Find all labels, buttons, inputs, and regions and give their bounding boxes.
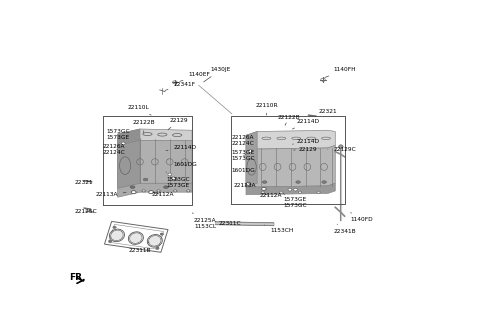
- Text: 1153CH: 1153CH: [264, 225, 294, 233]
- Ellipse shape: [149, 236, 161, 246]
- Ellipse shape: [113, 226, 116, 228]
- Text: 22125A
1153CL: 22125A 1153CL: [192, 213, 216, 229]
- Polygon shape: [216, 222, 274, 226]
- Text: 22125C: 22125C: [75, 209, 97, 214]
- Ellipse shape: [144, 178, 148, 181]
- Text: 1573GC
1573GE: 1573GC 1573GE: [107, 129, 130, 140]
- Ellipse shape: [317, 191, 320, 193]
- Ellipse shape: [261, 191, 264, 193]
- Text: 1140EF: 1140EF: [180, 72, 210, 81]
- Text: 22129: 22129: [168, 118, 188, 130]
- Ellipse shape: [149, 191, 154, 194]
- Ellipse shape: [187, 190, 190, 192]
- Ellipse shape: [156, 247, 159, 249]
- Text: 1573GC
1573GE: 1573GC 1573GE: [166, 172, 190, 188]
- Ellipse shape: [294, 188, 297, 191]
- Polygon shape: [246, 130, 335, 149]
- Ellipse shape: [108, 240, 112, 242]
- Text: 22112A: 22112A: [260, 194, 282, 198]
- Ellipse shape: [249, 150, 252, 153]
- Text: 22311B: 22311B: [129, 242, 151, 253]
- Text: 22126A
22124C: 22126A 22124C: [232, 135, 254, 146]
- Text: 1430JE: 1430JE: [204, 67, 231, 82]
- Polygon shape: [118, 183, 192, 197]
- Text: 22311C: 22311C: [218, 221, 241, 226]
- Text: 1573GE
1573GC: 1573GE 1573GC: [232, 150, 255, 161]
- Polygon shape: [118, 140, 192, 188]
- Text: 22341F: 22341F: [165, 82, 195, 91]
- Ellipse shape: [164, 186, 168, 188]
- Ellipse shape: [160, 233, 164, 235]
- Ellipse shape: [157, 190, 160, 192]
- Text: 22122B: 22122B: [277, 115, 300, 125]
- Text: FR.: FR.: [69, 273, 86, 282]
- Text: 1601DG: 1601DG: [168, 159, 197, 167]
- Ellipse shape: [288, 188, 292, 191]
- Text: 22113A: 22113A: [95, 192, 126, 197]
- Ellipse shape: [130, 233, 142, 243]
- Ellipse shape: [168, 173, 172, 176]
- Text: 22114D: 22114D: [292, 139, 319, 144]
- Ellipse shape: [263, 181, 267, 183]
- Polygon shape: [246, 145, 335, 187]
- Ellipse shape: [142, 190, 145, 192]
- Text: 22129: 22129: [294, 148, 317, 153]
- Text: 22114D: 22114D: [292, 119, 319, 129]
- Text: 22341B: 22341B: [334, 224, 356, 234]
- Ellipse shape: [131, 191, 136, 194]
- Text: 22321: 22321: [75, 179, 94, 185]
- Ellipse shape: [171, 177, 175, 180]
- Polygon shape: [246, 132, 257, 187]
- Polygon shape: [118, 129, 192, 145]
- Text: 22110L: 22110L: [127, 105, 151, 115]
- Ellipse shape: [121, 142, 125, 145]
- Ellipse shape: [111, 230, 123, 241]
- Text: 22122B: 22122B: [132, 120, 155, 133]
- Text: 22126A
22124C: 22126A 22124C: [103, 144, 126, 154]
- Text: 1601DG: 1601DG: [232, 168, 256, 173]
- Polygon shape: [246, 183, 335, 195]
- Ellipse shape: [338, 145, 343, 149]
- Text: 22321: 22321: [315, 109, 337, 116]
- Ellipse shape: [173, 178, 178, 181]
- Text: 22129C: 22129C: [328, 147, 356, 152]
- Ellipse shape: [174, 190, 177, 192]
- Text: 1140FH: 1140FH: [325, 67, 356, 77]
- Ellipse shape: [322, 181, 326, 183]
- Ellipse shape: [262, 187, 266, 190]
- Text: 22110R: 22110R: [255, 103, 278, 115]
- Ellipse shape: [298, 191, 301, 193]
- Ellipse shape: [246, 182, 251, 185]
- Text: 22113A: 22113A: [234, 183, 256, 188]
- Ellipse shape: [296, 181, 300, 183]
- Polygon shape: [118, 140, 140, 188]
- Text: 22112A: 22112A: [151, 192, 174, 197]
- Polygon shape: [118, 129, 140, 145]
- Ellipse shape: [280, 191, 283, 193]
- Ellipse shape: [130, 186, 135, 188]
- Text: 1573GE
1573GC: 1573GE 1573GC: [283, 194, 307, 208]
- Text: 1140FD: 1140FD: [351, 213, 373, 222]
- Text: 22114D: 22114D: [166, 145, 196, 151]
